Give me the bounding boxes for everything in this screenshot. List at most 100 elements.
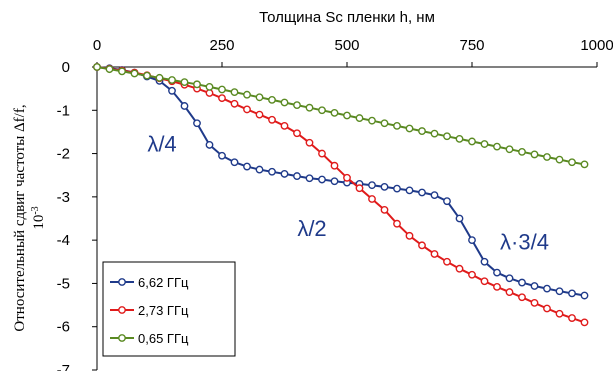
data-point — [256, 94, 262, 100]
y-axis: 0 -1 -2 -3 -4 -5 -6 -7 Относительный сдвиг част… — [12, 59, 97, 371]
data-point — [394, 185, 400, 191]
data-point — [319, 150, 325, 156]
data-point — [281, 99, 287, 105]
data-point — [569, 159, 575, 165]
data-point — [144, 72, 150, 78]
y-axis-title-line1: Относительный сдвиг частоты Δf/f, — [12, 104, 28, 331]
data-point — [406, 187, 412, 193]
data-point — [431, 192, 437, 198]
y-tick-label: -7 — [57, 362, 70, 371]
data-point — [331, 178, 337, 184]
data-point — [344, 112, 350, 118]
data-point — [231, 101, 237, 107]
data-point — [556, 311, 562, 317]
data-point — [319, 107, 325, 113]
data-point — [544, 154, 550, 160]
data-point — [356, 185, 362, 191]
data-point — [456, 266, 462, 272]
x-ticks: 0 250 500 750 1000 — [93, 37, 613, 67]
annotation-label: λ/4 — [147, 131, 176, 156]
legend-label: 6,62 ГГц — [138, 275, 189, 290]
data-point — [419, 128, 425, 134]
data-point — [419, 242, 425, 248]
data-point — [369, 117, 375, 123]
data-point — [194, 81, 200, 87]
data-point — [219, 153, 225, 159]
data-point — [356, 115, 362, 121]
data-point — [381, 184, 387, 190]
data-point — [319, 176, 325, 182]
y-axis-title: Относительный сдвиг частоты Δf/f, 10-3 — [12, 104, 47, 331]
data-point — [419, 189, 425, 195]
data-point — [556, 156, 562, 162]
data-point — [381, 207, 387, 213]
data-point — [556, 288, 562, 294]
data-point — [519, 294, 525, 300]
data-point — [281, 171, 287, 177]
data-point — [506, 146, 512, 152]
data-point — [569, 290, 575, 296]
data-point — [169, 88, 175, 94]
data-point — [206, 84, 212, 90]
data-point — [569, 315, 575, 321]
data-point — [394, 220, 400, 226]
data-point — [219, 86, 225, 92]
data-point — [519, 279, 525, 285]
data-point — [531, 283, 537, 289]
data-point — [344, 175, 350, 181]
data-point — [94, 64, 100, 70]
data-point — [494, 269, 500, 275]
data-point — [456, 136, 462, 142]
data-point — [331, 110, 337, 116]
data-point — [269, 169, 275, 175]
data-point — [469, 272, 475, 278]
data-point — [531, 300, 537, 306]
data-point — [244, 163, 250, 169]
data-point — [456, 215, 462, 221]
data-point — [444, 133, 450, 139]
data-point — [219, 95, 225, 101]
x-tick-label: 0 — [93, 37, 101, 54]
legend-swatch-marker — [119, 307, 125, 313]
y-tick-label: -5 — [57, 275, 70, 292]
data-point — [256, 166, 262, 172]
data-point — [444, 198, 450, 204]
y-tick-label: -1 — [57, 102, 70, 119]
data-point — [306, 140, 312, 146]
y-tick-label: -2 — [57, 146, 70, 163]
data-point — [156, 75, 162, 81]
data-point — [306, 175, 312, 181]
data-point — [481, 259, 487, 265]
annotation-label: λ·3/4 — [500, 230, 549, 255]
legend-label: 0,65 ГГц — [138, 331, 189, 346]
data-point — [169, 77, 175, 83]
data-point — [369, 182, 375, 188]
data-point — [519, 149, 525, 155]
data-point — [106, 66, 112, 72]
annotation-label: λ/2 — [297, 216, 326, 241]
data-point — [119, 68, 125, 74]
x-tick-label: 500 — [334, 37, 359, 54]
data-point — [294, 102, 300, 108]
data-point — [506, 289, 512, 295]
data-point — [231, 159, 237, 165]
data-point — [544, 285, 550, 291]
data-point — [406, 233, 412, 239]
y-tick-label: 0 — [62, 59, 70, 76]
data-point — [494, 284, 500, 290]
data-point — [206, 142, 212, 148]
data-point — [294, 173, 300, 179]
legend-swatch-marker — [119, 279, 125, 285]
data-point — [256, 111, 262, 117]
data-point — [181, 103, 187, 109]
x-tick-label: 250 — [209, 37, 234, 54]
legend-swatch-marker — [119, 335, 125, 341]
data-point — [494, 143, 500, 149]
data-point — [544, 305, 550, 311]
y-tick-label: -4 — [57, 232, 70, 249]
data-point — [269, 97, 275, 103]
x-axis-title: Толщина Sc пленки h, нм — [259, 9, 435, 26]
data-point — [244, 106, 250, 112]
x-tick-label: 1000 — [580, 37, 613, 54]
